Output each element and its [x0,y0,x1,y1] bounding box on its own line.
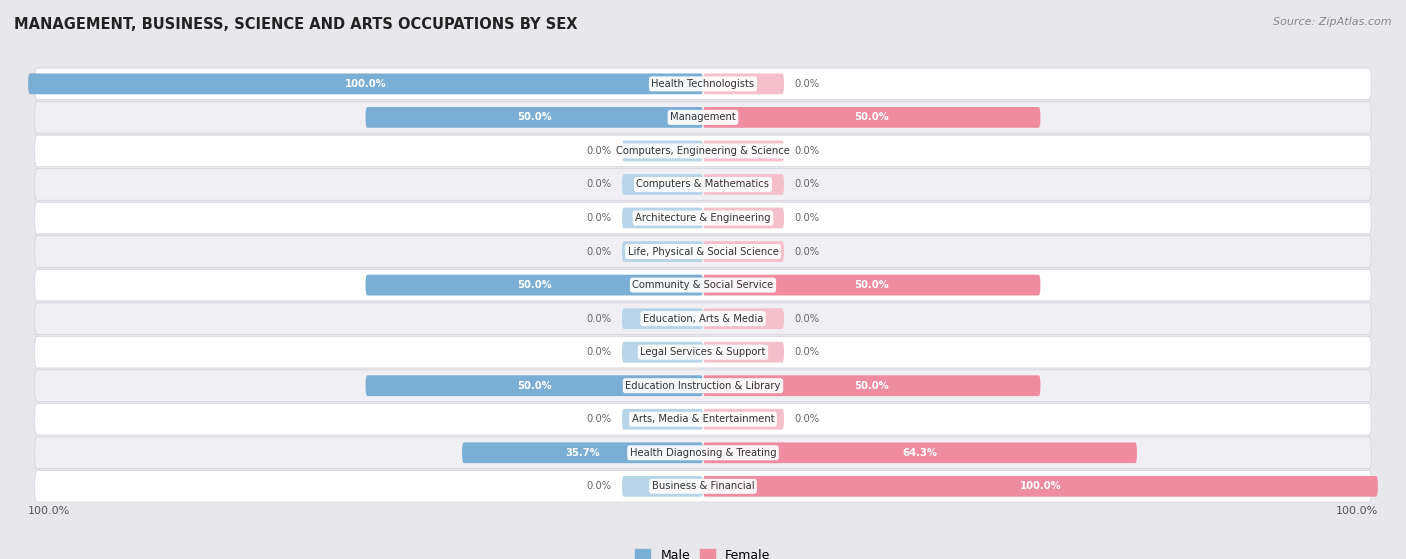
Text: 35.7%: 35.7% [565,448,600,458]
FancyBboxPatch shape [621,409,703,430]
FancyBboxPatch shape [35,437,1371,468]
Text: 0.0%: 0.0% [586,481,612,491]
Text: 0.0%: 0.0% [794,79,820,89]
FancyBboxPatch shape [703,73,785,94]
Text: 0.0%: 0.0% [794,213,820,223]
Text: 0.0%: 0.0% [586,347,612,357]
FancyBboxPatch shape [703,476,1378,497]
FancyBboxPatch shape [621,241,703,262]
FancyBboxPatch shape [703,207,785,229]
FancyBboxPatch shape [621,476,703,497]
FancyBboxPatch shape [621,174,703,195]
Text: Computers & Mathematics: Computers & Mathematics [637,179,769,190]
FancyBboxPatch shape [35,202,1371,234]
Text: 0.0%: 0.0% [586,179,612,190]
FancyBboxPatch shape [703,174,785,195]
Text: Arts, Media & Entertainment: Arts, Media & Entertainment [631,414,775,424]
Text: 100.0%: 100.0% [1336,506,1378,517]
FancyBboxPatch shape [703,375,1040,396]
Text: 50.0%: 50.0% [517,112,551,122]
Text: 0.0%: 0.0% [794,314,820,324]
FancyBboxPatch shape [366,375,703,396]
FancyBboxPatch shape [621,342,703,363]
Text: 100.0%: 100.0% [28,506,70,517]
Text: 64.3%: 64.3% [903,448,938,458]
FancyBboxPatch shape [703,107,1040,128]
FancyBboxPatch shape [621,207,703,229]
Text: MANAGEMENT, BUSINESS, SCIENCE AND ARTS OCCUPATIONS BY SEX: MANAGEMENT, BUSINESS, SCIENCE AND ARTS O… [14,17,578,32]
Text: Education, Arts & Media: Education, Arts & Media [643,314,763,324]
Text: 100.0%: 100.0% [1019,481,1062,491]
Text: Life, Physical & Social Science: Life, Physical & Social Science [627,247,779,257]
Text: 0.0%: 0.0% [586,146,612,156]
Text: Health Diagnosing & Treating: Health Diagnosing & Treating [630,448,776,458]
FancyBboxPatch shape [35,68,1371,100]
FancyBboxPatch shape [703,274,1040,296]
FancyBboxPatch shape [703,409,785,430]
Text: 50.0%: 50.0% [855,280,889,290]
Text: 0.0%: 0.0% [794,347,820,357]
FancyBboxPatch shape [366,107,703,128]
FancyBboxPatch shape [703,241,785,262]
FancyBboxPatch shape [621,308,703,329]
Text: 0.0%: 0.0% [794,247,820,257]
FancyBboxPatch shape [703,308,785,329]
FancyBboxPatch shape [35,370,1371,401]
Text: 0.0%: 0.0% [586,314,612,324]
Text: 50.0%: 50.0% [517,381,551,391]
Text: Computers, Engineering & Science: Computers, Engineering & Science [616,146,790,156]
FancyBboxPatch shape [703,342,785,363]
FancyBboxPatch shape [703,140,785,162]
Text: 0.0%: 0.0% [794,179,820,190]
FancyBboxPatch shape [28,73,703,94]
FancyBboxPatch shape [35,102,1371,133]
Text: 0.0%: 0.0% [586,247,612,257]
Text: 50.0%: 50.0% [855,381,889,391]
Text: 100.0%: 100.0% [344,79,387,89]
Text: Architecture & Engineering: Architecture & Engineering [636,213,770,223]
Text: Education Instruction & Library: Education Instruction & Library [626,381,780,391]
Text: 50.0%: 50.0% [855,112,889,122]
Text: Legal Services & Support: Legal Services & Support [640,347,766,357]
Text: Health Technologists: Health Technologists [651,79,755,89]
FancyBboxPatch shape [35,303,1371,334]
FancyBboxPatch shape [35,135,1371,167]
Legend: Male, Female: Male, Female [630,543,776,559]
Text: 50.0%: 50.0% [517,280,551,290]
Text: Business & Financial: Business & Financial [652,481,754,491]
Text: 0.0%: 0.0% [794,146,820,156]
FancyBboxPatch shape [35,404,1371,435]
FancyBboxPatch shape [35,337,1371,368]
FancyBboxPatch shape [35,236,1371,267]
FancyBboxPatch shape [463,442,703,463]
Text: Community & Social Service: Community & Social Service [633,280,773,290]
FancyBboxPatch shape [35,269,1371,301]
FancyBboxPatch shape [366,274,703,296]
Text: 0.0%: 0.0% [586,213,612,223]
Text: 0.0%: 0.0% [794,414,820,424]
Text: 0.0%: 0.0% [586,414,612,424]
FancyBboxPatch shape [35,471,1371,502]
Text: Management: Management [671,112,735,122]
FancyBboxPatch shape [621,140,703,162]
FancyBboxPatch shape [35,169,1371,200]
FancyBboxPatch shape [703,442,1137,463]
Text: Source: ZipAtlas.com: Source: ZipAtlas.com [1274,17,1392,27]
